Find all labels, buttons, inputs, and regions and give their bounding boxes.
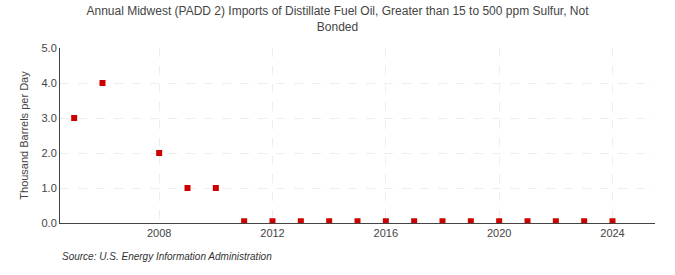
svg-text:Thousand Barrels per Day: Thousand Barrels per Day — [18, 71, 30, 200]
svg-text:1.0: 1.0 — [42, 182, 57, 194]
svg-text:2008: 2008 — [147, 227, 171, 239]
svg-text:Source: U.S. Energy Informatio: Source: U.S. Energy Information Administ… — [62, 251, 272, 262]
svg-text:2.0: 2.0 — [42, 147, 57, 159]
svg-text:2016: 2016 — [374, 227, 398, 239]
svg-text:0.0: 0.0 — [42, 217, 57, 229]
svg-text:5.0: 5.0 — [42, 42, 57, 54]
svg-text:Annual Midwest (PADD 2) Import: Annual Midwest (PADD 2) Imports of Disti… — [87, 4, 590, 34]
svg-text:2012: 2012 — [260, 227, 284, 239]
svg-text:4.0: 4.0 — [42, 77, 57, 89]
svg-text:2020: 2020 — [487, 227, 511, 239]
svg-text:2024: 2024 — [600, 227, 624, 239]
svg-text:3.0: 3.0 — [42, 112, 57, 124]
